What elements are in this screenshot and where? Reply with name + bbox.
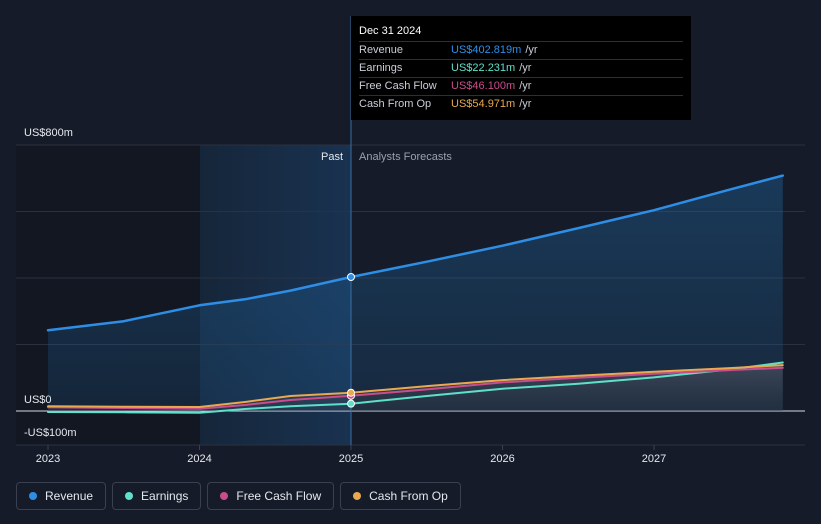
tooltip-date: Dec 31 2024	[359, 22, 683, 42]
legend-item-revenue[interactable]: Revenue	[16, 482, 107, 510]
revenue-line	[46, 174, 785, 332]
tooltip-value: US$22.231m	[451, 62, 516, 74]
tooltip-row-earnings: Earnings US$22.231m /yr	[359, 60, 683, 78]
y-tick-label: US$0	[24, 394, 52, 406]
financials-chart: Past Analysts Forecasts US$800m US$0 -US$1…	[16, 16, 805, 465]
tooltip-value: US$402.819m	[451, 44, 522, 56]
tooltip-value: US$54.971m	[451, 98, 516, 110]
legend-label: Free Cash Flow	[236, 489, 322, 503]
legend-dot-icon	[29, 492, 37, 500]
tooltip-label: Earnings	[359, 62, 403, 74]
tooltip-row-cash-from-op: Cash From Op US$54.971m /yr	[359, 96, 683, 113]
legend-dot-icon	[353, 492, 362, 500]
x-tick-label: 2026	[490, 453, 514, 465]
series-lines	[46, 174, 785, 414]
tooltip: Dec 31 2024 Revenue US$402.819m /yr Earn…	[351, 16, 691, 120]
earnings-line	[47, 361, 784, 414]
y-axis-ticks: US$800m US$0 -US$100m	[24, 127, 77, 439]
x-tick-label: 2027	[642, 453, 666, 465]
legend-dot-icon	[220, 492, 229, 500]
past-label: Past	[321, 151, 343, 163]
tooltip-label: Free Cash Flow	[359, 80, 437, 92]
y-tick-label: -US$100m	[24, 427, 77, 439]
revenue-marker	[347, 273, 355, 282]
legend-label: Earnings	[141, 489, 189, 503]
free-cash-flow-line	[47, 366, 784, 410]
tooltip-label: Cash From Op	[359, 98, 432, 110]
hover-markers	[347, 273, 355, 408]
legend: Revenue Earnings Free Cash Flow Cash Fro…	[16, 482, 461, 510]
x-tick-label: 2023	[36, 453, 60, 465]
forecast-label: Analysts Forecasts	[359, 151, 452, 163]
legend-item-earnings[interactable]: Earnings	[112, 482, 202, 510]
tooltip-unit: /yr	[525, 44, 538, 56]
x-tick-label: 2024	[187, 453, 211, 465]
tooltip-unit: /yr	[519, 80, 532, 92]
tooltip-row-revenue: Revenue US$402.819m /yr	[359, 42, 683, 60]
tooltip-value: US$46.100m	[451, 80, 516, 92]
legend-dot-icon	[125, 492, 134, 500]
revenue-area	[48, 175, 783, 411]
y-tick-label: US$800m	[24, 127, 73, 139]
tooltip-unit: /yr	[519, 98, 532, 110]
tooltip-label: Revenue	[359, 44, 404, 56]
legend-label: Revenue	[45, 489, 94, 503]
cash-from-op-line	[47, 364, 784, 408]
tooltip-unit: /yr	[519, 62, 532, 74]
x-tick-label: 2025	[339, 453, 363, 465]
earnings-marker	[347, 399, 355, 408]
cash-from-op-marker	[347, 388, 355, 397]
legend-label: Cash From Op	[369, 489, 448, 503]
tooltip-row-free-cash-flow: Free Cash Flow US$46.100m /yr	[359, 78, 683, 96]
legend-item-free-cash-flow[interactable]: Free Cash Flow	[207, 482, 335, 510]
x-axis-ticks: 2023 2024 2025 2026 2027	[36, 445, 666, 465]
legend-item-cash-from-op[interactable]: Cash From Op	[340, 482, 461, 510]
